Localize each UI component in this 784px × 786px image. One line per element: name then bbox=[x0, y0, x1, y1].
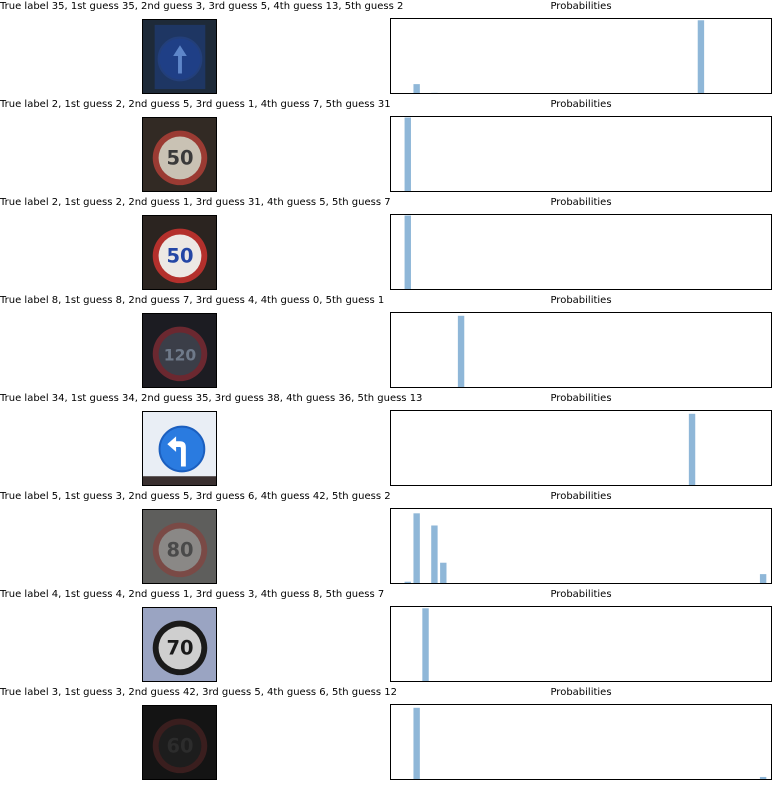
arrow-turn-left-icon bbox=[167, 436, 186, 467]
traffic-sign-image: 60 bbox=[142, 705, 217, 780]
prediction-caption: True label 3, 1st guess 3, 2nd guess 42,… bbox=[0, 687, 397, 698]
prediction-caption: True label 2, 1st guess 2, 2nd guess 5, … bbox=[0, 99, 391, 110]
probability-bar bbox=[431, 525, 438, 584]
plot-frame bbox=[390, 214, 772, 290]
traffic-sign-image bbox=[142, 411, 217, 486]
plot-title: Probabilities bbox=[550, 491, 612, 502]
probability-plot bbox=[390, 508, 772, 584]
probability-bar bbox=[413, 513, 420, 584]
probability-bar bbox=[440, 562, 447, 584]
probability-bar bbox=[759, 574, 767, 584]
prediction-caption: True label 8, 1st guess 8, 2nd guess 7, … bbox=[0, 295, 385, 306]
plot-title: Probabilities bbox=[550, 393, 612, 404]
traffic-sign-image bbox=[142, 19, 217, 94]
probability-bar bbox=[413, 84, 420, 94]
traffic-sign-image: 80 bbox=[142, 509, 217, 584]
prediction-row: True label 35, 1st guess 35, 2nd guess 3… bbox=[0, 0, 784, 98]
probability-plot bbox=[390, 18, 772, 95]
probability-bar bbox=[457, 315, 465, 388]
prediction-caption: True label 4, 1st guess 4, 2nd guess 1, … bbox=[0, 589, 385, 600]
plot-frame bbox=[390, 312, 772, 388]
probability-bar bbox=[422, 608, 429, 682]
probability-plot bbox=[390, 606, 772, 682]
plot-title: Probabilities bbox=[550, 589, 612, 600]
sign-face bbox=[158, 528, 202, 572]
probability-bar bbox=[759, 776, 767, 780]
plot-title: Probabilities bbox=[550, 99, 612, 110]
prediction-row: True label 34, 1st guess 34, 2nd guess 3… bbox=[0, 392, 784, 490]
plot-frame bbox=[390, 508, 772, 584]
plot-frame bbox=[390, 704, 772, 780]
plot-frame bbox=[390, 116, 772, 192]
prediction-row: True label 8, 1st guess 8, 2nd guess 7, … bbox=[0, 294, 784, 392]
plot-frame bbox=[390, 410, 772, 486]
sign-face bbox=[158, 136, 202, 180]
probability-bar bbox=[404, 215, 411, 290]
prediction-caption: True label 2, 1st guess 2, 2nd guess 1, … bbox=[0, 197, 391, 208]
traffic-sign-image: 50 bbox=[142, 215, 217, 290]
plot-title: Probabilities bbox=[550, 687, 612, 698]
arrow-up-icon bbox=[173, 45, 187, 74]
probability-bar bbox=[697, 20, 705, 95]
image-bottom bbox=[143, 476, 216, 485]
prediction-row: True label 3, 1st guess 3, 2nd guess 42,… bbox=[0, 686, 784, 784]
sign-number: 70 bbox=[166, 637, 193, 660]
probability-plot bbox=[390, 214, 772, 290]
probability-bar bbox=[413, 707, 420, 780]
prediction-row: True label 2, 1st guess 2, 2nd guess 1, … bbox=[0, 196, 784, 294]
plot-frame bbox=[390, 18, 772, 94]
prediction-row: True label 5, 1st guess 3, 2nd guess 5, … bbox=[0, 490, 784, 588]
plot-title: Probabilities bbox=[550, 295, 612, 306]
sign-number: 60 bbox=[166, 735, 193, 758]
sign-face bbox=[158, 724, 202, 768]
plot-title: Probabilities bbox=[550, 1, 612, 12]
probability-plot bbox=[390, 312, 772, 388]
probability-bar bbox=[404, 117, 411, 192]
prediction-caption: True label 35, 1st guess 35, 2nd guess 3… bbox=[0, 1, 404, 12]
sign-face bbox=[158, 626, 202, 670]
sign-number: 80 bbox=[166, 539, 193, 562]
probability-bar bbox=[404, 581, 411, 584]
sign-number: 50 bbox=[166, 245, 193, 268]
prediction-row: True label 4, 1st guess 4, 2nd guess 1, … bbox=[0, 588, 784, 686]
probability-bar bbox=[688, 413, 696, 486]
plot-title: Probabilities bbox=[550, 197, 612, 208]
probability-plot bbox=[390, 116, 772, 192]
prediction-caption: True label 5, 1st guess 3, 2nd guess 5, … bbox=[0, 491, 391, 502]
sign-number: 120 bbox=[164, 347, 197, 365]
plot-frame bbox=[390, 606, 772, 682]
prediction-caption: True label 34, 1st guess 34, 2nd guess 3… bbox=[0, 393, 423, 404]
traffic-sign-image: 50 bbox=[142, 117, 217, 192]
probability-plot bbox=[390, 704, 772, 780]
probability-plot bbox=[390, 410, 772, 486]
sign-face bbox=[158, 332, 202, 376]
sign-face bbox=[158, 234, 202, 278]
sign-number: 50 bbox=[166, 147, 193, 170]
traffic-sign-image: 120 bbox=[142, 313, 217, 388]
prediction-row: True label 2, 1st guess 2, 2nd guess 5, … bbox=[0, 98, 784, 196]
traffic-sign-image: 70 bbox=[142, 607, 217, 682]
